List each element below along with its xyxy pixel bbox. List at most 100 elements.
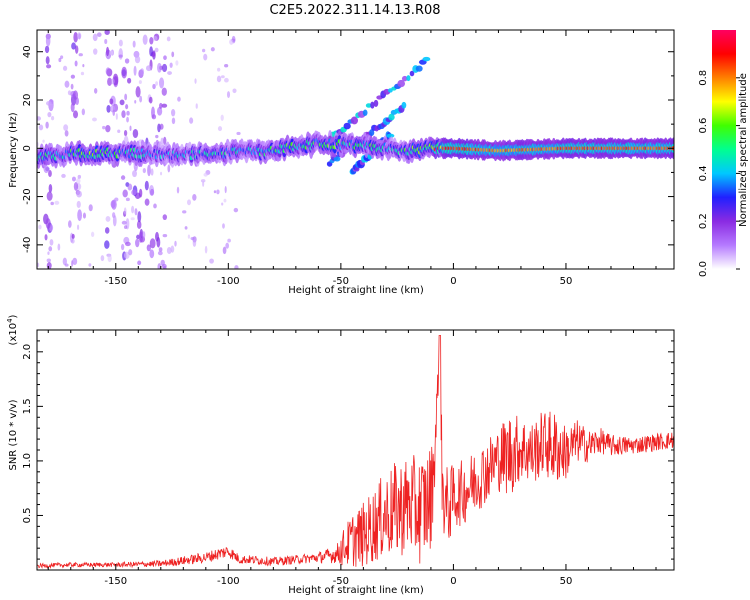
heatmap-cell <box>373 99 379 107</box>
heatmap-cell <box>362 109 368 116</box>
heatmap-cell <box>171 117 176 125</box>
colorbar-tick-label: 0.2 <box>698 213 709 229</box>
heatmap-cell <box>216 75 222 83</box>
heatmap-cell <box>72 90 79 100</box>
heatmap-cell <box>229 39 234 45</box>
heatmap-cell <box>150 168 154 176</box>
heatmap-cell <box>92 33 98 42</box>
x-tick-label: -150 <box>104 576 127 587</box>
heatmap-cell <box>136 220 142 229</box>
heatmap-cell <box>47 251 50 256</box>
heatmap-cell <box>133 65 137 76</box>
heatmap-cell <box>109 51 114 56</box>
heatmap-cell <box>142 34 148 45</box>
heatmap-cell <box>73 110 79 119</box>
heatmap-cell <box>120 243 125 251</box>
spectrogram-plot: -150 -100 -50 0 50 -40 -20 0 20 40 Height of str… <box>8 29 675 296</box>
heatmap-cell <box>127 77 132 84</box>
heatmap-cell <box>62 65 68 71</box>
x-tick-label: 50 <box>560 576 573 587</box>
heatmap-cell <box>54 200 60 205</box>
heatmap-cell <box>121 220 127 225</box>
heatmap-cell <box>37 262 40 268</box>
heatmap-cell <box>220 114 224 121</box>
y-tick-label: 0 <box>22 145 33 151</box>
colorbar-gradient <box>712 30 736 269</box>
heatmap-cell <box>119 99 125 106</box>
heatmap-cell <box>118 48 123 60</box>
y-tick-label: 20 <box>22 94 33 107</box>
heatmap-cell <box>163 266 167 269</box>
heatmap-cell <box>72 257 78 266</box>
heatmap-cell <box>177 96 181 102</box>
heatmap-cell <box>192 193 197 201</box>
heatmap-cell <box>114 197 119 202</box>
x-tick-label: -100 <box>217 576 240 587</box>
heatmap-cell <box>184 226 188 230</box>
heatmap-cell <box>46 101 52 106</box>
y-tick-label: 40 <box>22 45 33 58</box>
heatmap-cell <box>104 227 110 234</box>
heatmap-cell <box>192 239 197 247</box>
heatmap-cell <box>187 199 192 206</box>
heatmap-cell <box>343 122 351 130</box>
heatmap-cell <box>160 137 164 145</box>
snr-y-label: SNR (10 * v/v) <box>8 399 19 470</box>
spectrogram-x-ticks: -150 -100 -50 0 50 <box>47 30 657 287</box>
colorbar-tick-label: 0.6 <box>698 118 709 134</box>
heatmap-cell <box>154 47 159 53</box>
heatmap-cell <box>166 246 172 254</box>
heatmap-cell <box>163 55 167 61</box>
heatmap-cell <box>388 113 395 121</box>
heatmap-cell <box>100 255 105 262</box>
heatmap-cell <box>333 156 341 162</box>
heatmap-cell <box>153 203 157 209</box>
x-tick-label: 50 <box>560 276 573 287</box>
heatmap-cell <box>115 113 118 120</box>
heatmap-cell <box>369 129 375 137</box>
heatmap-cell <box>77 224 80 230</box>
heatmap-cell <box>149 46 153 57</box>
heatmap-cell <box>124 251 130 259</box>
heatmap-cell <box>44 45 50 54</box>
colorbar-label: Normalized spectral amplitude <box>738 73 749 227</box>
x-tick-label: -50 <box>333 576 349 587</box>
spectrogram-frame <box>36 29 675 270</box>
heatmap-cell <box>106 104 111 113</box>
heatmap-cell <box>122 189 128 198</box>
x-tick-label: -50 <box>333 276 349 287</box>
heatmap-cell <box>134 99 137 104</box>
heatmap-cell <box>61 173 66 178</box>
heatmap-cell <box>129 125 132 131</box>
heatmap-cell <box>128 249 133 256</box>
heatmap-cell <box>187 234 191 239</box>
heatmap-cell <box>161 103 168 108</box>
heatmap-cell <box>37 116 41 121</box>
heatmap-cell <box>117 129 121 134</box>
heatmap-cell <box>44 234 48 241</box>
heatmap-cell <box>50 201 54 206</box>
heatmap-cell <box>46 262 52 269</box>
x-tick-label: -150 <box>104 276 127 287</box>
heatmap-cell <box>46 191 53 201</box>
y-tick-label: 1.0 <box>22 453 33 469</box>
heatmap-cell <box>73 182 79 191</box>
heatmap-cell <box>370 101 375 109</box>
heatmap-cell <box>124 58 130 64</box>
heatmap-cell <box>82 212 87 219</box>
heatmap-cell <box>132 128 139 139</box>
heatmap-cell <box>46 258 51 263</box>
heatmap-cell <box>140 68 145 76</box>
colorbar-ticks: 0.0 0.2 0.4 0.6 0.8 <box>698 70 740 277</box>
heatmap-cell <box>76 200 81 209</box>
snr-y-ticks: 0.5 1.0 1.5 2.0 <box>22 340 674 560</box>
heatmap-cell <box>174 240 177 247</box>
snr-series <box>37 335 674 570</box>
heatmap-cell <box>236 131 241 136</box>
heatmap-cell <box>134 192 141 200</box>
heatmap-cell <box>48 246 53 252</box>
heatmap-cell <box>109 98 114 105</box>
heatmap-cell <box>76 178 81 184</box>
heatmap-cell <box>202 181 205 187</box>
